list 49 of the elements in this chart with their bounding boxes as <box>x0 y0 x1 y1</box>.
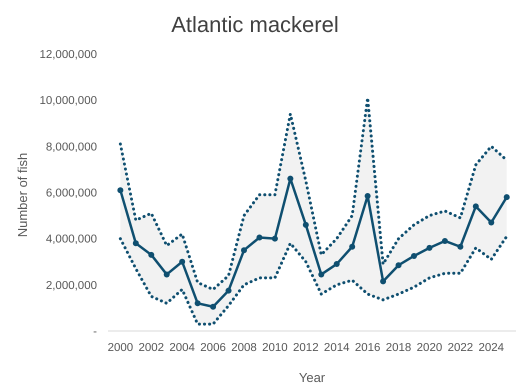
y-tick-label: 10,000,000 <box>39 95 97 108</box>
point <box>148 252 154 258</box>
point <box>164 271 170 278</box>
y-axis-title: Number of fish <box>15 152 30 238</box>
point <box>396 262 402 268</box>
x-tick-label: 2002 <box>138 342 164 354</box>
x-tick-label: 2024 <box>478 342 505 354</box>
x-tick-label: 2006 <box>200 342 226 354</box>
point <box>194 300 201 306</box>
point <box>132 240 139 246</box>
point <box>117 187 124 194</box>
x-tick-label: 2010 <box>262 342 288 354</box>
point <box>504 194 510 200</box>
y-tick-label: 6,000,000 <box>46 188 97 200</box>
point <box>179 258 186 265</box>
x-tick-label: 2000 <box>108 342 134 354</box>
chart-title: Atlantic mackerel <box>171 12 339 37</box>
y-tick-label: 4,000,000 <box>46 234 97 246</box>
x-tick-label: 2020 <box>416 342 442 354</box>
point <box>272 236 278 242</box>
point <box>318 271 324 278</box>
point <box>411 252 417 259</box>
point <box>472 203 479 210</box>
point <box>256 234 262 241</box>
point <box>241 247 247 254</box>
y-tick-label: 8,000,000 <box>46 141 97 154</box>
x-tick-label: 2014 <box>324 342 350 354</box>
x-tick-label: 2004 <box>169 342 196 354</box>
point <box>226 288 232 294</box>
point <box>380 278 386 284</box>
point <box>488 220 494 226</box>
x-tick-label: 2008 <box>231 342 257 354</box>
point <box>210 304 216 310</box>
point <box>349 244 356 250</box>
point <box>302 222 309 228</box>
x-tick-label: 2022 <box>448 342 474 354</box>
x-tick-label: 2016 <box>354 342 380 354</box>
point <box>457 244 464 250</box>
point <box>334 261 340 268</box>
x-tick-label: 2018 <box>386 342 412 354</box>
y-tick-label: 2,000,000 <box>46 280 97 292</box>
line-series <box>118 234 508 326</box>
x-axis-title: Year <box>298 370 326 385</box>
point <box>364 192 371 199</box>
x-tick-label: 2012 <box>293 342 319 354</box>
y-tick-label: - <box>93 326 98 338</box>
y-tick-label: 12,000,000 <box>39 49 97 62</box>
point <box>442 238 448 244</box>
point <box>426 244 432 251</box>
